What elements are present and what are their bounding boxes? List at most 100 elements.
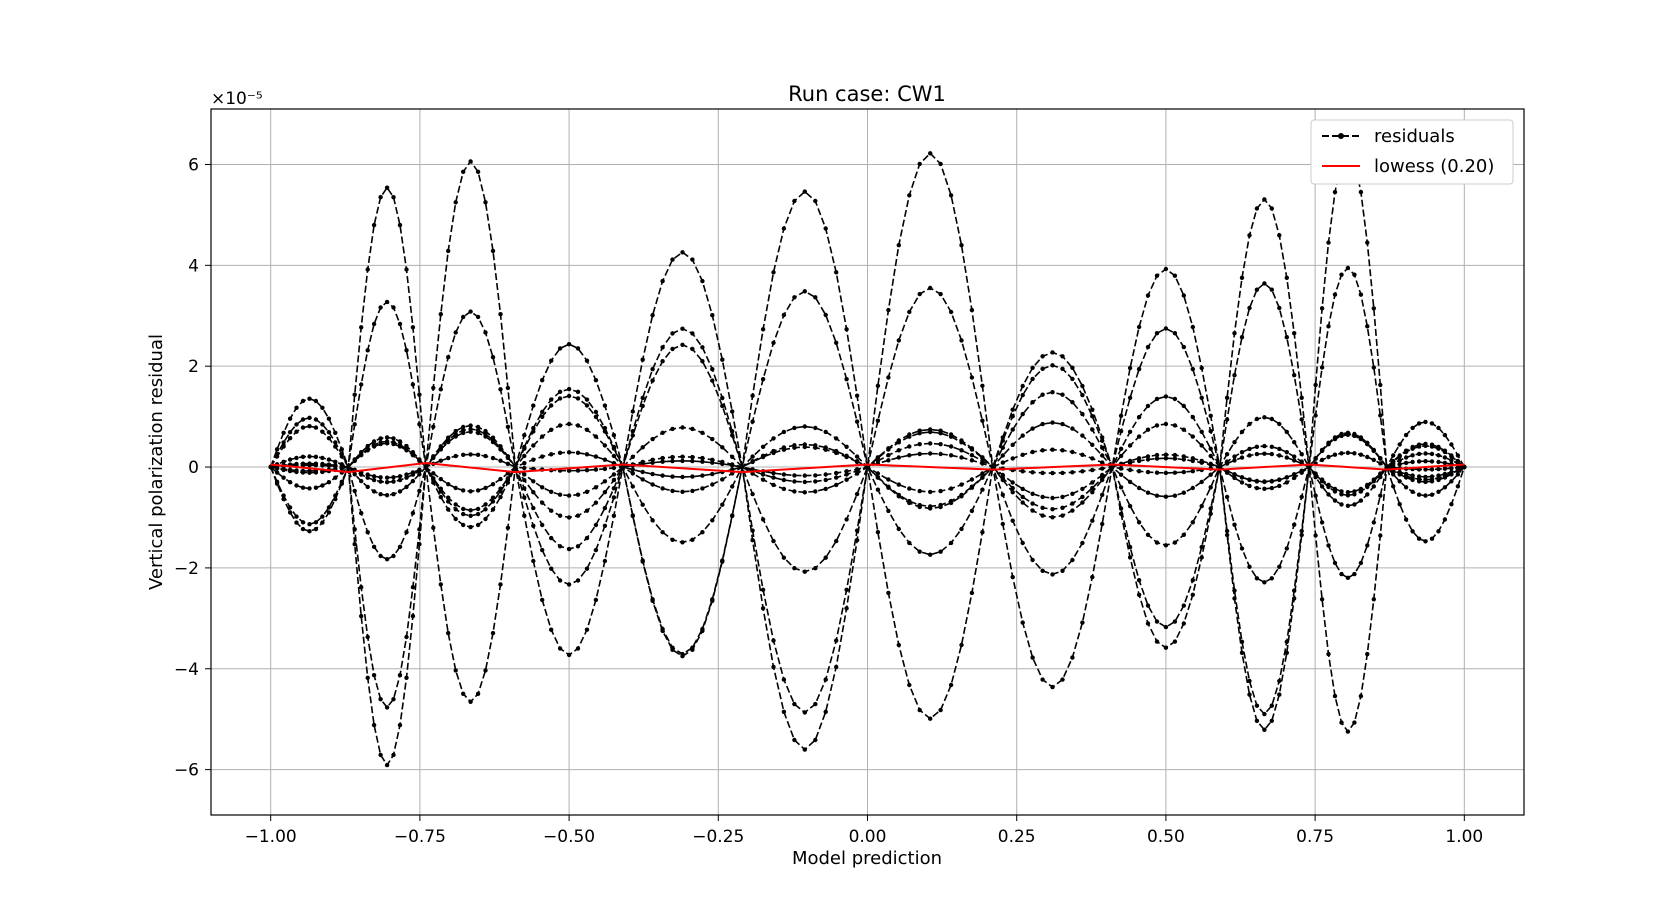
residual-point (1319, 457, 1325, 463)
residual-point (1455, 453, 1461, 458)
residual-point (650, 436, 655, 442)
residual-point (1050, 350, 1055, 355)
residual-point (834, 638, 839, 643)
residual-point (453, 330, 458, 335)
residual-point (475, 430, 481, 436)
residual-point (1410, 453, 1415, 458)
residual-point (300, 461, 306, 466)
residual-point (593, 485, 599, 490)
residual-point (917, 504, 922, 510)
residual-point (1365, 482, 1370, 488)
residual-point (1429, 421, 1435, 426)
residual-point (1000, 521, 1005, 527)
residual-point (813, 701, 818, 707)
residual-point (320, 483, 325, 488)
residual-point (352, 458, 357, 464)
residual-point (640, 459, 645, 465)
legend-residuals-marker (1338, 133, 1344, 139)
residual-point (1163, 266, 1169, 272)
residual-point (1040, 494, 1045, 500)
residual-point (438, 476, 443, 482)
residual-point (1403, 455, 1409, 460)
residual-point (404, 348, 409, 353)
residual-point (602, 523, 608, 528)
residual-point (928, 506, 933, 511)
residual-point (378, 441, 383, 447)
residual-point (896, 440, 901, 445)
residual-point (720, 502, 725, 507)
residual-point (1030, 501, 1035, 506)
residual-point (854, 528, 860, 533)
residual-point (1378, 471, 1383, 476)
residual-point (549, 535, 554, 541)
residual-point (1371, 477, 1377, 482)
residual-point (1410, 529, 1415, 534)
residual-point (750, 419, 755, 424)
residual-point (1352, 571, 1357, 577)
residual-point (1217, 464, 1222, 470)
y-tick-label: −6 (174, 761, 199, 781)
residual-point (771, 538, 776, 544)
residual-point (802, 289, 807, 294)
residual-point (365, 530, 370, 535)
residual-point (505, 385, 511, 391)
residual-point (294, 405, 299, 410)
residual-point (886, 447, 891, 452)
residual-point (490, 439, 496, 445)
residual-point (1365, 651, 1370, 657)
residual-point (1416, 492, 1422, 497)
residual-point (1313, 456, 1318, 461)
x-tick-label: 0.75 (1296, 827, 1334, 847)
residual-point (670, 537, 675, 542)
residual-point (410, 453, 416, 458)
residual-point (1020, 392, 1025, 398)
residual-point (1136, 434, 1142, 439)
residual-point (1154, 452, 1160, 458)
x-tick-label: 0.50 (1147, 827, 1185, 847)
residual-point (990, 464, 995, 470)
residual-point (670, 458, 675, 464)
residual-point (522, 444, 527, 450)
residual-point (1378, 413, 1383, 418)
residual-point (1070, 501, 1075, 506)
residual-point (461, 452, 466, 457)
residual-point (1352, 272, 1357, 277)
residual-point (1403, 449, 1409, 455)
residual-point (1449, 469, 1454, 475)
residual-point (313, 417, 319, 422)
residual-point (948, 486, 954, 491)
residual-point (287, 457, 293, 462)
residual-point (391, 441, 396, 447)
residual-point (907, 453, 912, 458)
residual-point (531, 443, 536, 448)
residual-point (1319, 365, 1325, 370)
residual-point (365, 448, 370, 453)
residual-point (498, 444, 503, 449)
residual-point (359, 613, 364, 619)
residual-point (760, 472, 766, 477)
y-tick-label: 6 (188, 155, 199, 175)
residual-point (1181, 293, 1187, 298)
residual-point (423, 464, 429, 470)
residual-point (1181, 403, 1187, 409)
residual-point (1378, 456, 1383, 461)
residual-point (1391, 453, 1396, 458)
residual-point (1436, 425, 1441, 431)
x-tick-label: −0.50 (543, 827, 595, 847)
residual-point (1030, 508, 1035, 513)
residual-point (384, 762, 390, 768)
residual-point (1010, 485, 1015, 491)
residual-point (1163, 394, 1169, 399)
residual-point (630, 471, 635, 476)
residual-point (980, 461, 985, 466)
residual-point (1050, 390, 1055, 395)
residual-point (1181, 427, 1187, 432)
residual-point (1208, 485, 1213, 490)
residual-point (690, 458, 695, 464)
residual-point (1040, 354, 1045, 359)
residual-point (584, 535, 590, 541)
residual-point (1145, 603, 1151, 608)
residual-point (397, 673, 403, 678)
residual-point (740, 464, 745, 470)
